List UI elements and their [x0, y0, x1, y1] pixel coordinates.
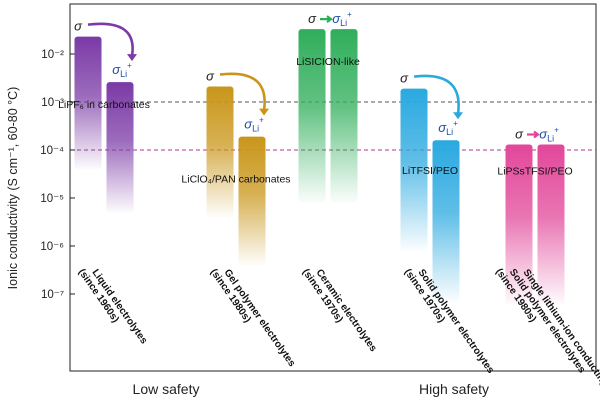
y-tick-label: 10⁻³: [41, 97, 64, 109]
bar-sigma_li: [106, 82, 134, 213]
category-label: Ceramic electrolytes(since 1970s): [300, 261, 379, 361]
material-label: LiPF₆ in carbonates: [58, 99, 150, 111]
bar-sigma_li: [432, 140, 460, 302]
y-tick-label: 10⁻⁴: [40, 145, 64, 157]
category-labels: Liquid electrolytes(since 1960s) Gel poly…: [76, 261, 600, 389]
bar-sigma_li: [330, 29, 358, 203]
y-tick-label: 10⁻⁷: [41, 289, 64, 301]
category-label: Gel polymer electrolytes(since 1980s): [208, 261, 298, 376]
sigma-li-symbol: σLi+: [244, 116, 264, 134]
curved-arrow-icon: [413, 74, 460, 115]
sigma-symbol: σ: [308, 11, 317, 26]
material-label: LiTFSI/PEO: [402, 165, 458, 177]
bar-sigma: [505, 144, 533, 305]
arrow-head-icon: [127, 54, 137, 62]
bar-sigma: [400, 88, 428, 251]
arrow-icon: [527, 130, 540, 139]
arrow-head-icon: [259, 108, 269, 116]
y-axis-ticks: 10⁻² 10⁻³ 10⁻⁴ 10⁻⁵ 10⁻⁶ 10⁻⁷: [40, 49, 75, 301]
bar-sigma: [298, 29, 326, 203]
sigma-li-symbol: σLi+: [112, 61, 132, 79]
safety-label-low: Low safety: [133, 381, 200, 397]
material-label: LiPSsTFSI/PEO: [497, 166, 572, 178]
sigma-symbol: σ: [74, 19, 83, 34]
y-axis-label: Ionic conductivity (S cm⁻¹, 60-80 °C): [6, 87, 20, 290]
sigma-li-symbol: σLi+: [438, 119, 458, 137]
sigma-symbol: σ: [206, 69, 215, 84]
bar-sigma_li: [238, 136, 266, 266]
arrow-head-icon: [453, 112, 463, 120]
bar-sigma: [206, 86, 234, 218]
plot-frame: [69, 3, 597, 372]
y-tick-label: 10⁻⁵: [40, 193, 64, 205]
bar-sigma: [74, 36, 102, 170]
sigma-symbol: σ: [400, 71, 409, 86]
sigma-li-symbol: σLi+: [332, 10, 352, 28]
safety-label-high: High safety: [419, 381, 489, 397]
curved-arrow-icon: [219, 72, 266, 111]
arrow-icon: [320, 15, 333, 23]
material-label: LiSICION-like: [296, 56, 360, 68]
material-label: LiClO₄/PAN carbonates: [181, 174, 290, 186]
category-label: Liquid electrolytes(since 1960s): [76, 261, 150, 353]
y-tick-label: 10⁻²: [41, 49, 64, 61]
sigma-symbol: σ: [515, 127, 524, 142]
sigma-li-symbol: σLi+: [539, 126, 559, 144]
bar-sigma_li: [537, 144, 565, 305]
annotations-layer: LiPF₆ in carbonates σ σLi+ LiClO₄/PAN carbo…: [58, 10, 573, 186]
y-tick-label: 10⁻⁶: [40, 241, 64, 253]
bars-layer: [74, 29, 565, 305]
curved-arrow-icon: [87, 22, 134, 57]
